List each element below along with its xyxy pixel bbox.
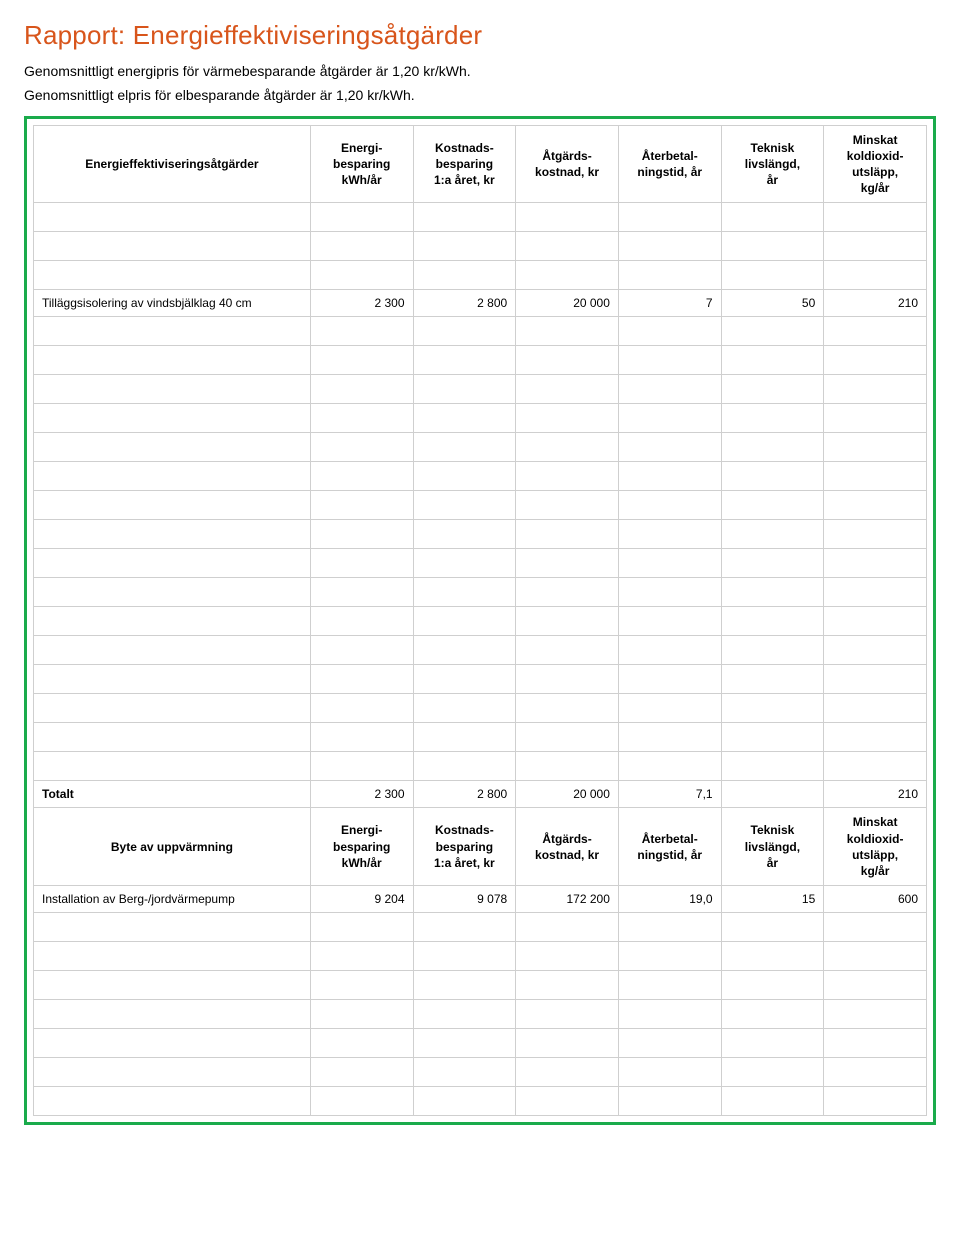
- table-row: [34, 971, 927, 1000]
- table-row-heatpump: Installation av Berg-/jordvärmepump 9 20…: [34, 886, 927, 913]
- col-life: Teknisklivslängd,år: [721, 125, 824, 203]
- cell-v2: 9 078: [413, 886, 516, 913]
- report-frame: Energieffektiviseringsåtgärder Energi-be…: [24, 116, 936, 1126]
- col-measure: Energieffektiviseringsåtgärder: [34, 125, 311, 203]
- col2-energy: Energi-besparingkWh/år: [310, 808, 413, 886]
- col2-cost2: Åtgärds-kostnad, kr: [516, 808, 619, 886]
- col2-co2: Minskatkoldioxid-utsläpp,kg/år: [824, 808, 927, 886]
- col-cost1: Kostnads-besparing1:a året, kr: [413, 125, 516, 203]
- table-row: [34, 520, 927, 549]
- table-row: [34, 491, 927, 520]
- cell-v3: 20 000: [516, 781, 619, 808]
- table-header-row-1: Energieffektiviseringsåtgärder Energi-be…: [34, 125, 927, 203]
- table-row: [34, 203, 927, 232]
- table-row: [34, 578, 927, 607]
- table-row: [34, 404, 927, 433]
- col-cost2: Åtgärds-kostnad, kr: [516, 125, 619, 203]
- table-row: [34, 433, 927, 462]
- table-row: [34, 549, 927, 578]
- col2-life: Teknisklivslängd,år: [721, 808, 824, 886]
- intro-line-1: Genomsnittligt energipris för värmebespa…: [24, 61, 936, 81]
- cell-v4: 7,1: [618, 781, 721, 808]
- table-row: [34, 607, 927, 636]
- table-row: [34, 346, 927, 375]
- table-row: [34, 1029, 927, 1058]
- table-row: [34, 942, 927, 971]
- col-payback: Återbetal-ningstid, år: [618, 125, 721, 203]
- cell-v1: 2 300: [310, 290, 413, 317]
- cell-v5: 15: [721, 886, 824, 913]
- table-row: [34, 1087, 927, 1116]
- table-header-row-2: Byte av uppvärmning Energi-besparingkWh/…: [34, 808, 927, 886]
- col2-measure: Byte av uppvärmning: [34, 808, 311, 886]
- cell-v4: 7: [618, 290, 721, 317]
- cell-v4: 19,0: [618, 886, 721, 913]
- table-row: [34, 1000, 927, 1029]
- cell-label: Tilläggsisolering av vindsbjälklag 40 cm: [34, 290, 311, 317]
- cell-label: Installation av Berg-/jordvärmepump: [34, 886, 311, 913]
- col2-payback: Återbetal-ningstid, år: [618, 808, 721, 886]
- cell-v3: 172 200: [516, 886, 619, 913]
- table-row: [34, 694, 927, 723]
- table-row: [34, 261, 927, 290]
- table-row: [34, 665, 927, 694]
- report-table: Energieffektiviseringsåtgärder Energi-be…: [33, 125, 927, 1117]
- table-row: [34, 752, 927, 781]
- table-row: [34, 317, 927, 346]
- table-row: [34, 723, 927, 752]
- col2-cost1: Kostnads-besparing1:a året, kr: [413, 808, 516, 886]
- cell-v1: 9 204: [310, 886, 413, 913]
- page-title: Rapport: Energieffektiviseringsåtgärder: [24, 20, 936, 51]
- cell-v6: 210: [824, 781, 927, 808]
- col-co2: Minskatkoldioxid-utsläpp,kg/år: [824, 125, 927, 203]
- table-row: [34, 375, 927, 404]
- table-row: [34, 1058, 927, 1087]
- cell-v5: [721, 781, 824, 808]
- cell-v5: 50: [721, 290, 824, 317]
- cell-v6: 600: [824, 886, 927, 913]
- cell-v6: 210: [824, 290, 927, 317]
- cell-v1: 2 300: [310, 781, 413, 808]
- cell-v2: 2 800: [413, 290, 516, 317]
- cell-v3: 20 000: [516, 290, 619, 317]
- cell-label: Totalt: [34, 781, 311, 808]
- cell-v2: 2 800: [413, 781, 516, 808]
- col-energy: Energi-besparingkWh/år: [310, 125, 413, 203]
- table-row: [34, 636, 927, 665]
- table-row: [34, 462, 927, 491]
- intro-line-2: Genomsnittligt elpris för elbesparande å…: [24, 85, 936, 105]
- table-row-totalt: Totalt 2 300 2 800 20 000 7,1 210: [34, 781, 927, 808]
- table-row: [34, 913, 927, 942]
- table-row-insulation: Tilläggsisolering av vindsbjälklag 40 cm…: [34, 290, 927, 317]
- table-row: [34, 232, 927, 261]
